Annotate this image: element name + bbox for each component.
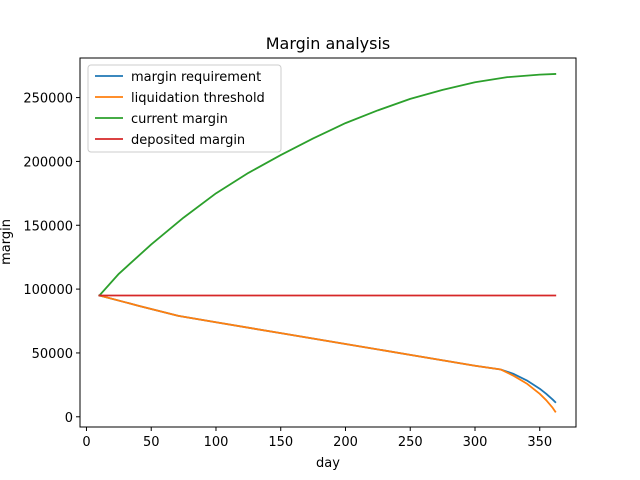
x-tick-label: 250 — [398, 435, 423, 450]
y-tick-label: 250000 — [23, 92, 73, 107]
x-tick-label: 0 — [82, 435, 90, 450]
y-axis-ticks: 0 50000 100000 150000 200000 250000 — [23, 92, 80, 426]
x-tick-label: 300 — [463, 435, 488, 450]
y-axis-label: margin — [0, 219, 14, 265]
y-tick-label: 50000 — [32, 347, 73, 362]
legend-label: margin requirement — [131, 70, 261, 85]
x-tick-label: 200 — [333, 435, 358, 450]
plot-frame — [79, 57, 577, 428]
y-tick-label: 200000 — [23, 155, 73, 170]
legend-label: current margin — [131, 112, 228, 127]
series-line-1 — [98, 294, 557, 413]
x-tick-label: 150 — [268, 435, 293, 450]
x-tick-label: 50 — [143, 435, 160, 450]
plot-lines — [98, 73, 557, 413]
series-line-2 — [98, 73, 557, 297]
y-tick-label: 150000 — [23, 219, 73, 234]
chart-title: Margin analysis — [266, 34, 391, 53]
series-line-0 — [98, 294, 557, 404]
x-axis-label: day — [316, 456, 340, 471]
legend: margin requirement liquidation threshold c… — [87, 64, 282, 153]
legend-label: liquidation threshold — [131, 91, 265, 106]
x-tick-label: 100 — [204, 435, 229, 450]
legend-box — [87, 64, 282, 153]
legend-label: deposited margin — [131, 133, 245, 148]
x-tick-label: 350 — [527, 435, 552, 450]
y-tick-label: 0 — [65, 411, 73, 426]
y-tick-label: 100000 — [23, 283, 73, 298]
x-axis-ticks: 0 50 100 150 200 250 300 350 — [82, 427, 552, 450]
